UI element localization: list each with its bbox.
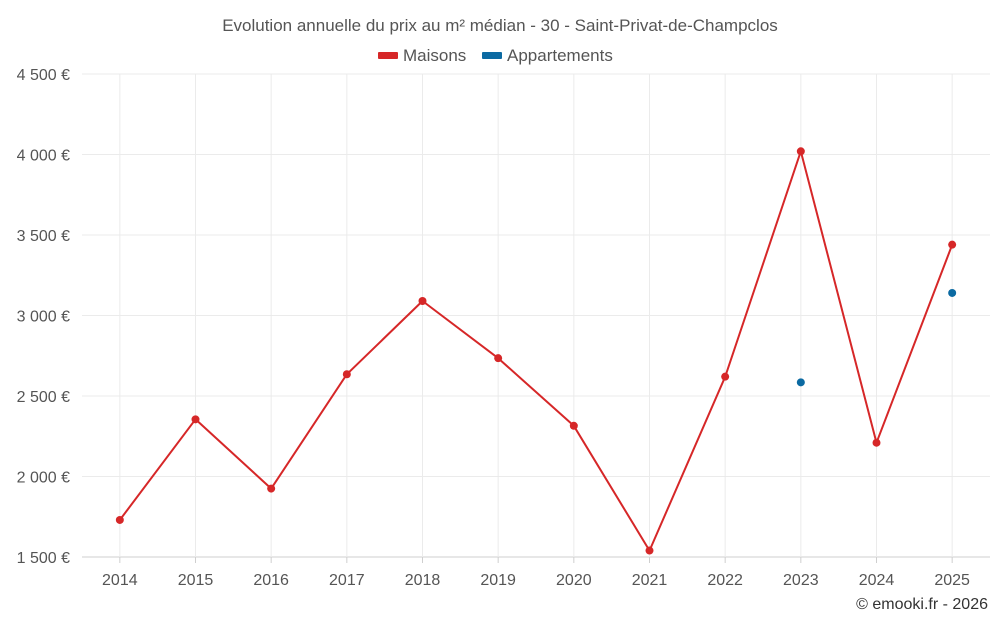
y-axis: 1 500 € 2 000 € 2 500 € 3 000 € 3 500 € 4 000… xyxy=(17,67,70,567)
x-tick-label: 2022 xyxy=(707,572,743,589)
data-point-maisons-2021[interactable] xyxy=(645,546,654,555)
legend-swatch-appartements xyxy=(482,52,502,59)
data-point-maisons-2024[interactable] xyxy=(872,438,881,447)
data-point-maisons-2018[interactable] xyxy=(418,297,427,306)
chart-title: Evolution annuelle du prix au m² médian … xyxy=(222,16,778,35)
credit-text: © emooki.fr - 2026 xyxy=(856,596,988,613)
x-tick-label: 2023 xyxy=(783,572,819,589)
legend-label-appartements: Appartements xyxy=(507,46,613,65)
series-appartements xyxy=(796,288,957,387)
data-point-appartements-2023[interactable] xyxy=(796,378,805,387)
y-tick-label: 4 000 € xyxy=(17,148,70,165)
y-tick-label: 2 500 € xyxy=(17,389,70,406)
data-point-maisons-2017[interactable] xyxy=(342,370,351,379)
series-line-maisons xyxy=(119,150,954,552)
y-tick-label: 3 500 € xyxy=(17,228,70,245)
series-layer xyxy=(115,147,957,555)
data-point-maisons-2015[interactable] xyxy=(191,415,200,424)
legend-item-appartements[interactable]: Appartements xyxy=(482,46,613,65)
data-point-maisons-2019[interactable] xyxy=(494,354,503,363)
legend-item-maisons[interactable]: Maisons xyxy=(378,46,466,65)
y-tick-label: 2 000 € xyxy=(17,470,70,487)
x-tick-label: 2014 xyxy=(102,572,138,589)
y-tick-label: 1 500 € xyxy=(17,550,70,567)
x-axis: 2014 2015 2016 2017 2018 2019 2020 2021 2022 2023… xyxy=(102,557,970,589)
x-tick-label: 2025 xyxy=(934,572,970,589)
legend: Maisons Appartements xyxy=(378,46,613,65)
data-point-maisons-2014[interactable] xyxy=(115,515,124,524)
data-point-maisons-2025[interactable] xyxy=(948,240,957,249)
data-point-appartements-2025[interactable] xyxy=(948,288,957,297)
x-tick-label: 2015 xyxy=(178,572,214,589)
x-tick-label: 2020 xyxy=(556,572,592,589)
data-point-maisons-2016[interactable] xyxy=(267,484,276,493)
x-tick-label: 2019 xyxy=(480,572,516,589)
x-tick-label: 2021 xyxy=(632,572,668,589)
x-tick-label: 2016 xyxy=(253,572,289,589)
legend-swatch-maisons xyxy=(378,52,398,59)
data-point-maisons-2020[interactable] xyxy=(569,421,578,430)
series-maisons xyxy=(115,147,957,555)
data-point-maisons-2023[interactable] xyxy=(796,147,805,156)
y-tick-label: 4 500 € xyxy=(17,67,70,84)
grid xyxy=(82,73,990,558)
x-tick-label: 2017 xyxy=(329,572,365,589)
data-point-maisons-2022[interactable] xyxy=(721,372,730,381)
y-tick-label: 3 000 € xyxy=(17,309,70,326)
legend-label-maisons: Maisons xyxy=(403,46,466,65)
x-tick-label: 2024 xyxy=(859,572,895,589)
x-tick-label: 2018 xyxy=(405,572,441,589)
